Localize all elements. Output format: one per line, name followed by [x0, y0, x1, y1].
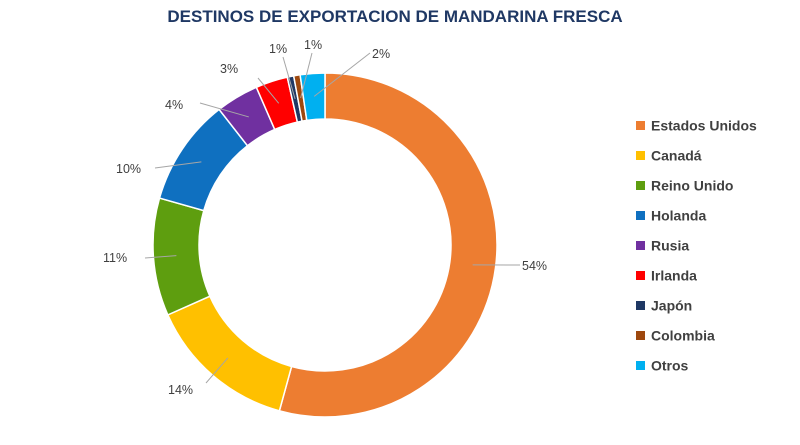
legend-label: Rusia	[651, 238, 689, 254]
chart-title: DESTINOS DE EXPORTACION DE MANDARINA FRE…	[167, 7, 622, 26]
leader-line-canada	[205, 357, 229, 384]
legend-swatch	[636, 121, 645, 130]
data-label-reino-unido: 11%	[103, 251, 127, 265]
leader-line-colombia	[300, 52, 313, 99]
data-label-estados-unidos: 54%	[522, 259, 547, 273]
leader-line-holanda	[154, 161, 202, 169]
label-leader-lines	[144, 52, 521, 384]
legend-item-otros: Otros	[636, 358, 689, 374]
data-label-rusia: 4%	[165, 98, 183, 112]
legend-swatch	[636, 331, 645, 340]
leader-line-japon	[282, 56, 296, 100]
legend-label: Otros	[651, 358, 689, 374]
legend-item-estados-unidos: Estados Unidos	[636, 118, 757, 134]
legend-label: Canadá	[651, 148, 702, 164]
legend-label: Estados Unidos	[651, 118, 757, 134]
legend-item-reino-unido: Reino Unido	[636, 178, 733, 194]
legend-swatch	[636, 241, 645, 250]
data-labels: 54% 14% 11% 10% 4% 3% 1% 1% 2%	[103, 38, 547, 397]
data-label-colombia: 1%	[304, 38, 322, 52]
legend-swatch	[636, 151, 645, 160]
legend-label: Irlanda	[651, 268, 697, 284]
legend-item-colombia: Colombia	[636, 328, 715, 344]
data-label-holanda: 10%	[116, 162, 141, 176]
leader-line-reino-unido	[144, 255, 177, 259]
slice-estados-unidos	[278, 72, 498, 418]
legend-swatch	[636, 181, 645, 190]
legend-item-irlanda: Irlanda	[636, 268, 697, 284]
legend-item-holanda: Holanda	[636, 208, 706, 224]
data-label-canada: 14%	[168, 383, 193, 397]
legend-swatch	[636, 271, 645, 280]
data-label-irlanda: 3%	[220, 62, 238, 76]
data-label-japon: 1%	[269, 42, 287, 56]
data-label-otros: 2%	[372, 47, 390, 61]
leader-line-irlanda	[257, 77, 280, 104]
legend-item-japon: Japón	[636, 298, 692, 314]
legend-label: Colombia	[651, 328, 715, 344]
legend-swatch	[636, 301, 645, 310]
chart-slices	[152, 72, 498, 418]
legend-label: Japón	[651, 298, 692, 314]
legend-swatch	[636, 361, 645, 370]
leader-line-otros	[313, 52, 371, 97]
leader-line-rusia	[199, 102, 249, 118]
slice-otros	[299, 72, 326, 122]
legend-label: Reino Unido	[651, 178, 733, 194]
legend-label: Holanda	[651, 208, 706, 224]
legend-item-rusia: Rusia	[636, 238, 689, 254]
chart-legend: Estados Unidos Canadá Reino Unido Holanda Ru…	[636, 118, 757, 374]
legend-item-canada: Canadá	[636, 148, 702, 164]
legend-swatch	[636, 211, 645, 220]
